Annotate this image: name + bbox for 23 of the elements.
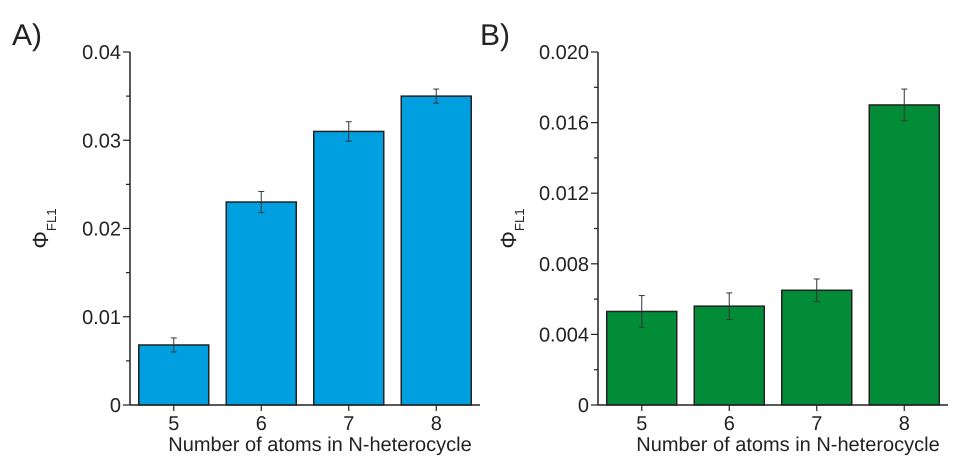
x-tick-label: 8 <box>898 413 910 435</box>
x-tick-label: 7 <box>343 413 354 435</box>
x-axis-title: Number of atoms in N-heterocycle <box>636 434 940 456</box>
x-tick-label: 6 <box>256 413 267 435</box>
y-tick-label: 0 <box>110 395 121 417</box>
x-tick-label: 8 <box>430 413 442 435</box>
x-axis-title: Number of atoms in N-heterocycle <box>168 434 472 456</box>
x-tick-label: 5 <box>636 413 648 435</box>
y-tick-label: 0.04 <box>82 42 121 64</box>
y-tick-label: 0 <box>578 395 589 417</box>
y-tick-label: 0.020 <box>538 42 589 64</box>
y-tick-label: 0.004 <box>538 324 589 346</box>
y-tick-label: 0.008 <box>538 254 589 276</box>
y-tick-label: 0.01 <box>82 306 121 329</box>
chart-title: B) <box>480 19 510 52</box>
y-tick-label: 0.03 <box>82 130 121 152</box>
chart-title: A) <box>12 19 42 52</box>
y-tick-label: 0.02 <box>82 218 121 240</box>
x-tick-label: 5 <box>168 413 180 435</box>
y-tick-label: 0.012 <box>538 183 589 206</box>
x-tick-label: 6 <box>724 413 735 435</box>
y-tick-label: 0.016 <box>538 112 589 135</box>
x-tick-label: 7 <box>811 413 822 435</box>
